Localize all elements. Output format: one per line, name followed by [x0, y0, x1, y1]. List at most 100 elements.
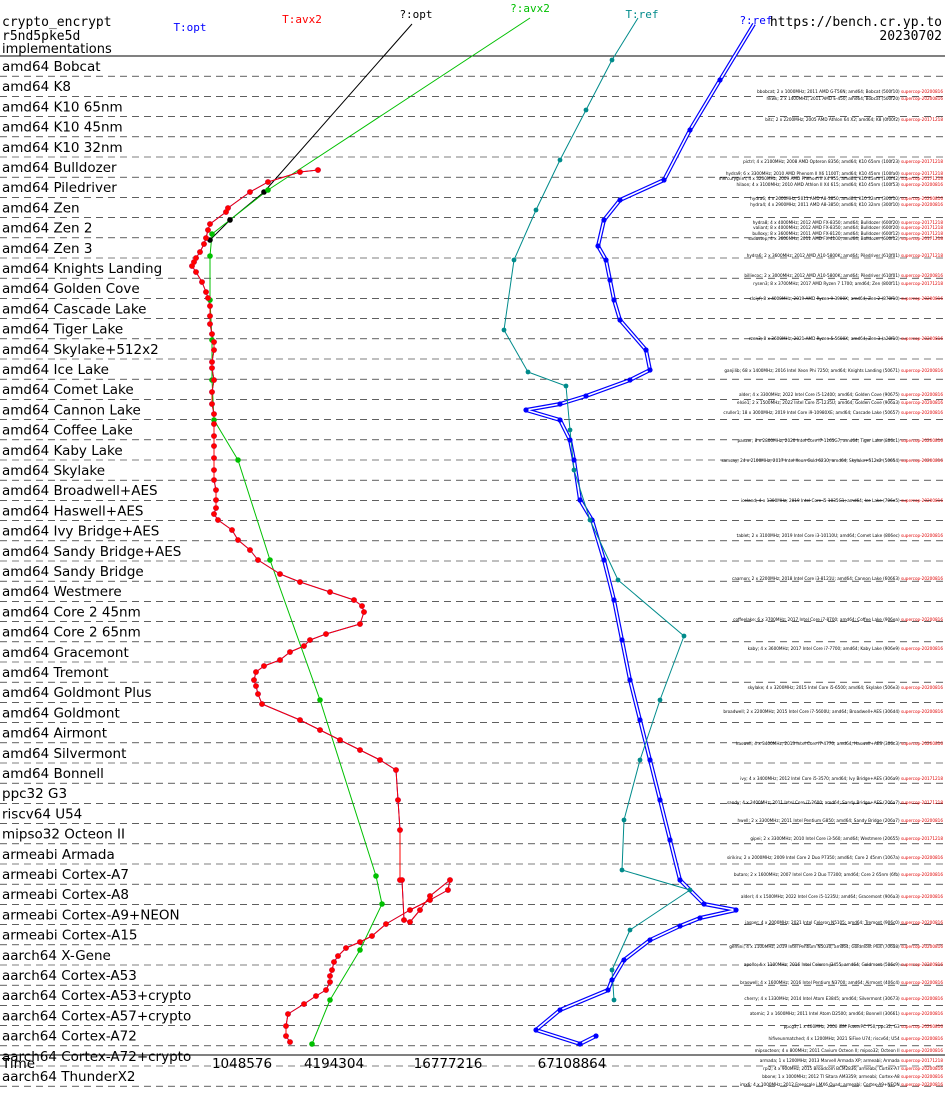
machine-label: ganjilib; 68 x 1400MHz; 2016 Intel Xeon … [724, 368, 943, 373]
machine-label: gipei; 2 x 3300MHz; 2010 Intel Core i3-5… [750, 836, 943, 841]
data-point [201, 241, 207, 247]
data-point [297, 579, 303, 585]
data-point [563, 383, 569, 389]
data-point [317, 697, 323, 703]
data-point [445, 887, 451, 893]
series-line [209, 17, 531, 1045]
machine-label: rysen3; 8 x 3700MHz; 2017 AMD Ryzen 7 17… [753, 281, 943, 286]
data-point [297, 169, 303, 175]
machine-label: armada; 1 x 1200MHz; 2013 Marvell Armada… [760, 1058, 944, 1063]
data-point [287, 649, 293, 655]
series-legend: T:opt T:avx2 ?:opt ?:avx2 T:ref ?:ref [173, 2, 772, 34]
data-point [701, 901, 707, 907]
category-label: armeabi Armada [2, 847, 115, 863]
data-point [643, 347, 649, 353]
category-label: amd64 Comet Lake [2, 382, 134, 398]
machine-label: hwell; 2 x 3300MHz; 2011 Intel Pentium G… [737, 818, 943, 823]
data-point [209, 331, 215, 337]
data-point [407, 907, 413, 913]
machine-label: coffeelake; 6 x 3700MHz; 2017 Intel Core… [733, 617, 943, 622]
data-point [337, 737, 343, 743]
header-date: 20230702 [879, 29, 942, 44]
machine-labels: bbobcat; 2 x 1000MHz; 2011 AMD G-T56N; a… [719, 89, 944, 1087]
category-label: amd64 Bulldozer [2, 160, 117, 176]
data-point [207, 303, 213, 309]
data-point [207, 313, 213, 319]
data-point [357, 947, 363, 953]
data-point [215, 517, 221, 523]
data-point [377, 757, 383, 763]
data-point [647, 757, 653, 763]
machine-label: iceland; 4 x 1300MHz; 2019 Intel Core i5… [741, 498, 943, 503]
category-label: armeabi Cortex-A8 [2, 887, 129, 903]
data-point [207, 253, 213, 259]
data-point [253, 669, 259, 675]
category-label: amd64 Cannon Lake [2, 402, 141, 418]
category-label: amd64 K10 65nm [2, 99, 123, 115]
legend-label: T:avx2 [282, 13, 322, 26]
data-point [213, 487, 219, 493]
category-label: amd64 Piledriver [2, 180, 117, 196]
data-point [265, 187, 271, 193]
category-label: amd64 K10 32nm [2, 140, 123, 156]
category-label: amd64 Coffee Lake [2, 423, 133, 439]
data-point [627, 677, 633, 683]
legend-label: T:opt [173, 21, 206, 34]
machine-label: bbone; 1 x 1000MHz; 2012 TI Sitara AM335… [762, 1074, 943, 1079]
machine-label: alder; 4 x 3300MHz; 2022 Intel Core i5-1… [739, 392, 943, 397]
data-point [571, 457, 577, 463]
data-point [369, 933, 375, 939]
legend-label: ?:ref [739, 14, 772, 27]
data-point [193, 269, 199, 275]
data-point [577, 1041, 583, 1047]
category-label: amd64 Westmere [2, 584, 122, 600]
machine-label: samsay; 24 x 2100MHz; 2017 Intel Xeon Go… [721, 458, 943, 463]
data-point [211, 433, 217, 439]
category-label: aarch64 Cortex-A57+crypto [2, 1008, 191, 1024]
machine-label: ppcg3; 1 x 400MHz; 2000 IBM PowerPC 750;… [784, 1024, 944, 1029]
data-point [211, 347, 217, 353]
row-lines [0, 55, 945, 1087]
data-point [265, 179, 271, 185]
category-label: amd64 Sandy Bridge [2, 564, 144, 580]
data-point [255, 691, 261, 697]
data-point [297, 717, 303, 723]
category-label: armeabi Cortex-A15 [2, 928, 138, 944]
data-point [203, 289, 209, 295]
x-tick-label: 1048576 [212, 1056, 272, 1072]
data-point [637, 757, 643, 763]
machine-label: bbobcat; 2 x 1000MHz; 2011 AMD G-T56N; a… [757, 89, 943, 94]
category-labels: amd64 Bobcat amd64 K8 amd64 K10 65nm amd64 … [2, 59, 191, 1085]
category-label: amd64 Skylake [2, 463, 105, 479]
data-point [211, 411, 217, 417]
machine-label: broadwell; 2 x 2200MHz; 2015 Intel Core … [723, 709, 943, 714]
data-point [209, 401, 215, 407]
category-label: amd64 Golden Cove [2, 281, 140, 297]
category-label: amd64 K10 45nm [2, 120, 123, 136]
data-point [283, 1033, 289, 1039]
data-point [595, 243, 601, 249]
data-point [247, 547, 253, 553]
category-label: amd64 Tremont [2, 665, 109, 681]
legend-label: ?:avx2 [510, 2, 550, 15]
data-point [603, 257, 609, 263]
data-point [647, 937, 653, 943]
data-point [211, 421, 217, 427]
data-point [447, 877, 453, 883]
machine-label: hifiveunmatched; 4 x 1200MHz; 2021 SiFiv… [769, 1036, 944, 1041]
category-label: aarch64 Cortex-A53 [2, 968, 137, 984]
category-label: amd64 Broadwell+AES [2, 483, 158, 499]
data-point [211, 417, 217, 423]
data-point [209, 231, 215, 237]
data-point [335, 953, 341, 959]
data-point [317, 727, 323, 733]
series-lines [191, 17, 756, 1046]
category-label: amd64 Zen 3 [2, 241, 92, 257]
machine-label: apollo; 4 x 1100MHz; 2016 Intel Celeron … [744, 962, 943, 967]
data-point [327, 589, 333, 595]
category-label: amd64 Core 2 45nm [2, 604, 141, 620]
data-point [417, 907, 423, 913]
data-point [211, 377, 217, 383]
data-point [611, 297, 617, 303]
data-point [323, 631, 329, 637]
